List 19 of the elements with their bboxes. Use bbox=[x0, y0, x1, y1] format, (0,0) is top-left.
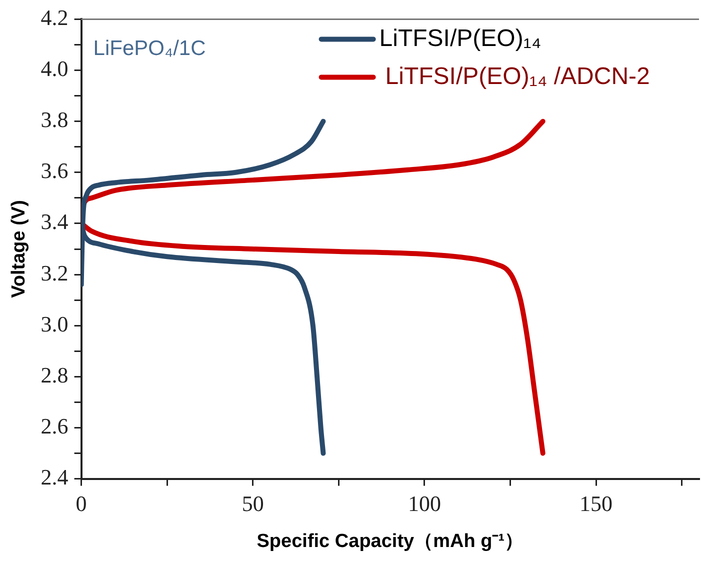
y-tick-label: 3.0 bbox=[40, 311, 68, 336]
y-tick-label: 3.8 bbox=[40, 107, 68, 132]
y-tick-label: 2.8 bbox=[40, 362, 68, 388]
y-tick-label: 3.2 bbox=[40, 260, 68, 286]
y-tick-label: 4.0 bbox=[40, 56, 68, 82]
legend-label: LiTFSI/P(EO)₁₄ bbox=[379, 24, 542, 52]
y-axis-title: Voltage (V) bbox=[8, 200, 30, 298]
x-axis-title: Specific Capacity（mAh g⁻¹） bbox=[256, 530, 524, 552]
x-tick-label: 100 bbox=[408, 490, 441, 516]
x-tick-label: 0 bbox=[76, 490, 87, 516]
y-tick-label: 3.6 bbox=[40, 158, 68, 184]
y-tick-label: 2.6 bbox=[40, 414, 68, 439]
x-tick-label: 150 bbox=[580, 490, 613, 516]
y-tick-label: 3.4 bbox=[40, 209, 68, 234]
annotation: LiFePO₄/1C bbox=[93, 36, 206, 60]
x-tick-label: 50 bbox=[242, 490, 264, 516]
y-tick-label: 2.4 bbox=[40, 464, 68, 490]
y-tick-label: 4.2 bbox=[40, 4, 68, 30]
legend-label: LiTFSI/P(EO)₁₄ /ADCN-2 bbox=[385, 62, 650, 90]
